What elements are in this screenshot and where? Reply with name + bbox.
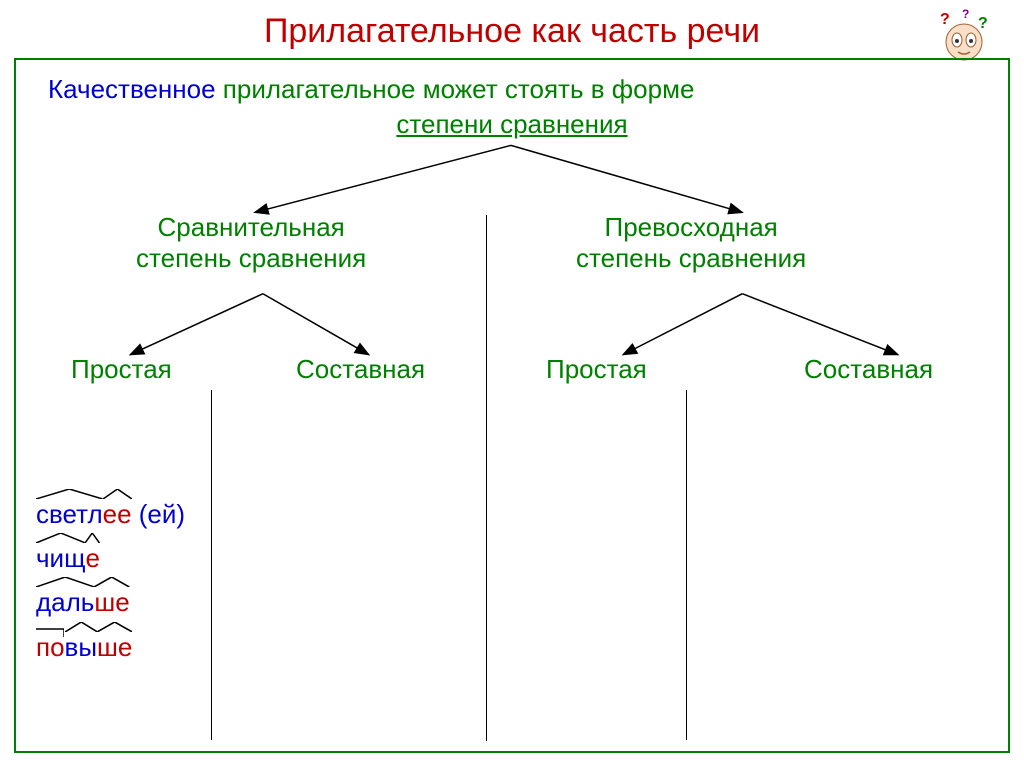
- example-word: повыше: [36, 625, 185, 669]
- divider-1: [211, 390, 212, 740]
- example-word: светлее (ей): [36, 492, 185, 536]
- sub-right-compound: Составная: [804, 354, 933, 385]
- sub-left-compound: Составная: [296, 354, 425, 385]
- branch-right: Превосходная степень сравнения: [576, 212, 806, 274]
- svg-text:?: ?: [962, 8, 969, 21]
- examples-block: светлее (ей)чищедальшеповыше: [36, 492, 185, 669]
- intro-text: Качественное прилагательное может стоять…: [48, 74, 988, 105]
- sub-left-simple: Простая: [71, 354, 172, 385]
- subtitle: степени сравнения: [36, 109, 988, 140]
- page-title: Прилагательное как часть речи: [0, 0, 1024, 51]
- svg-text:?: ?: [978, 15, 988, 32]
- sub-right-simple: Простая: [546, 354, 647, 385]
- branch-left: Сравнительная степень сравнения: [136, 212, 366, 274]
- example-word: чище: [36, 536, 185, 580]
- divider-3: [686, 390, 687, 740]
- divider-center: [486, 215, 487, 741]
- content-area: Качественное прилагательное может стоять…: [16, 60, 1008, 751]
- content-frame: Качественное прилагательное может стоять…: [14, 58, 1010, 753]
- svg-text:?: ?: [940, 11, 950, 28]
- example-word: дальше: [36, 580, 185, 624]
